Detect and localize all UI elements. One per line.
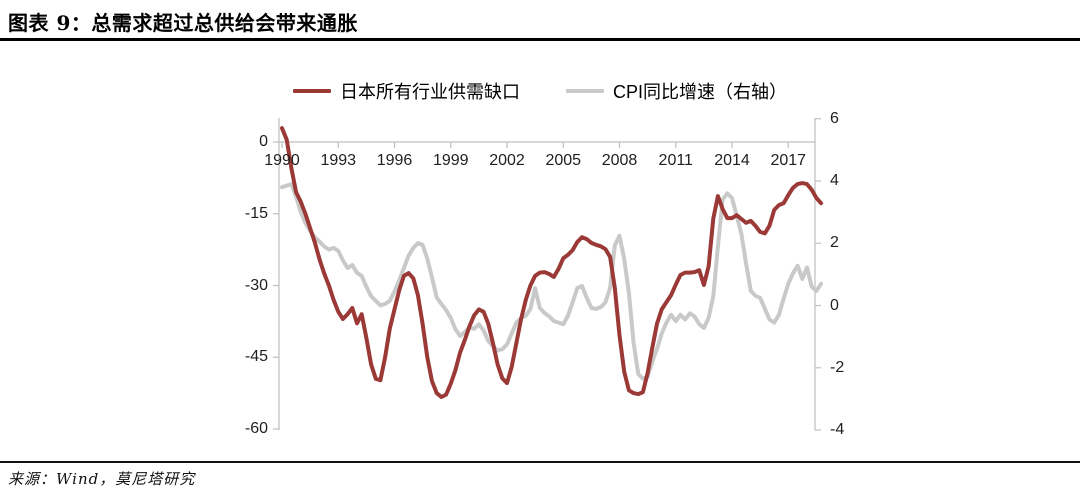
right-axis-tick-label: 4 [830, 171, 839, 189]
left-axis-tick-label: -15 [244, 204, 268, 222]
figure-title: 图表 9：总需求超过总供给会带来通胀 [8, 11, 358, 35]
x-axis-tick-label: 2005 [545, 152, 582, 169]
x-axis-tick-label: 2008 [601, 152, 638, 169]
left-axis-tick-label: -60 [244, 420, 268, 437]
cpi-yoy-line [280, 182, 824, 381]
left-axis-tick-label: 0 [259, 133, 268, 150]
right-axis-tick-label: 2 [830, 234, 839, 252]
left-axis-tick-label: -30 [244, 276, 268, 294]
legend-label: 日本所有行业供需缺口 [339, 82, 520, 102]
x-axis-tick-label: 1990 [264, 152, 300, 169]
x-axis-tick-label: 2017 [770, 152, 807, 169]
chart-legend: 日本所有行业供需缺口 CPI同比增速（右轴） [0, 79, 1080, 103]
legend-item-0: 日本所有行业供需缺口 [292, 78, 520, 104]
source-note: 来源：Wind，莫尼塔研究 [8, 470, 196, 488]
title-divider [0, 38, 1080, 41]
right-axis-tick-label: -2 [830, 358, 845, 376]
x-axis-tick-label: 2011 [658, 152, 693, 169]
x-axis-tick-label: 2014 [714, 152, 750, 169]
legend-label: CPI同比增速（右轴） [612, 82, 787, 102]
right-axis-tick-label: 6 [830, 109, 839, 127]
footer-divider [0, 461, 1080, 463]
supply-demand-gap-line [280, 126, 824, 399]
right-axis-tick-label: 0 [830, 296, 839, 314]
x-axis-tick-label: 1996 [376, 152, 413, 169]
x-axis-tick-label: 2002 [489, 152, 525, 169]
x-axis-tick-label: 1999 [432, 152, 469, 169]
legend-item-1: CPI同比增速（右轴） [565, 78, 787, 104]
x-axis-tick-label: 1993 [320, 152, 357, 169]
left-axis-tick-label: -45 [244, 348, 268, 366]
legend-line-marker [292, 88, 331, 94]
legend-line-marker [565, 88, 604, 94]
right-axis-tick-label: -4 [830, 421, 845, 439]
